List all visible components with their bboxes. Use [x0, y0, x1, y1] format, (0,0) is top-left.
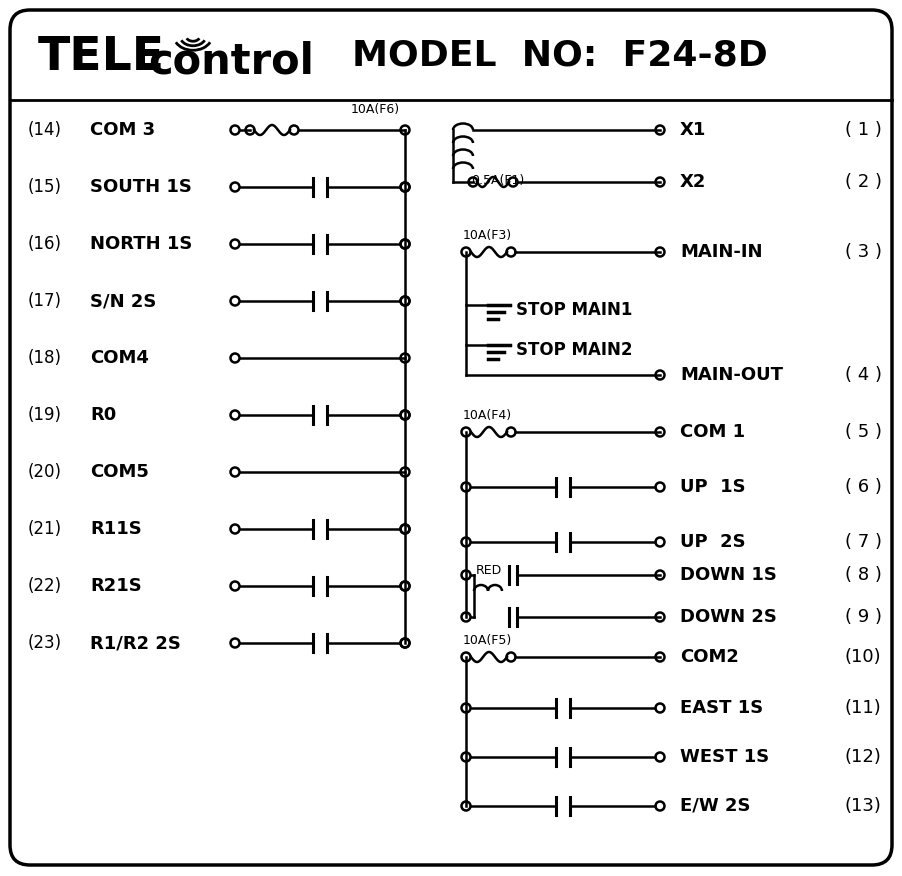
Text: ( 4 ): ( 4 ) [844, 366, 881, 384]
Text: ( 7 ): ( 7 ) [844, 533, 881, 551]
Text: R11S: R11S [90, 520, 142, 538]
Text: (16): (16) [28, 235, 62, 253]
Text: R0: R0 [90, 406, 116, 424]
Text: COM 3: COM 3 [90, 121, 155, 139]
Text: DOWN 2S: DOWN 2S [679, 608, 776, 626]
Text: 10A(F3): 10A(F3) [463, 229, 511, 242]
Text: ( 3 ): ( 3 ) [844, 243, 881, 261]
Text: NORTH 1S: NORTH 1S [90, 235, 192, 253]
Text: (23): (23) [28, 634, 62, 652]
Text: X1: X1 [679, 121, 705, 139]
Text: SOUTH 1S: SOUTH 1S [90, 178, 191, 196]
Text: (18): (18) [28, 349, 62, 367]
Text: (15): (15) [28, 178, 62, 196]
Text: X2: X2 [679, 173, 705, 191]
Text: WEST 1S: WEST 1S [679, 748, 769, 766]
Text: (11): (11) [844, 699, 880, 717]
Text: control: control [148, 41, 314, 83]
Text: ( 9 ): ( 9 ) [844, 608, 881, 626]
Text: EAST 1S: EAST 1S [679, 699, 762, 717]
Text: 10A(F4): 10A(F4) [463, 409, 511, 422]
FancyBboxPatch shape [10, 10, 891, 865]
Text: RED: RED [475, 564, 502, 577]
Text: ( 6 ): ( 6 ) [844, 478, 881, 496]
Text: (13): (13) [844, 797, 881, 815]
Text: COM 1: COM 1 [679, 423, 744, 441]
Text: R1/R2 2S: R1/R2 2S [90, 634, 180, 652]
Text: (12): (12) [844, 748, 881, 766]
Text: MAIN-IN: MAIN-IN [679, 243, 761, 261]
Text: DOWN 1S: DOWN 1S [679, 566, 776, 584]
Text: UP  2S: UP 2S [679, 533, 745, 551]
Text: (10): (10) [844, 648, 880, 666]
Text: 10A(F6): 10A(F6) [351, 103, 400, 116]
Text: ( 8 ): ( 8 ) [844, 566, 881, 584]
Text: UP  1S: UP 1S [679, 478, 745, 496]
Text: 0.5A(F1): 0.5A(F1) [471, 174, 524, 187]
Text: (21): (21) [28, 520, 62, 538]
Text: 10A(F5): 10A(F5) [463, 634, 511, 647]
Text: (17): (17) [28, 292, 62, 310]
Text: COM2: COM2 [679, 648, 738, 666]
Text: (22): (22) [28, 577, 62, 595]
Text: (20): (20) [28, 463, 62, 481]
Text: (14): (14) [28, 121, 62, 139]
Text: TELE: TELE [38, 36, 165, 81]
Text: R21S: R21S [90, 577, 142, 595]
Text: COM4: COM4 [90, 349, 149, 367]
Text: MAIN-OUT: MAIN-OUT [679, 366, 782, 384]
Text: ( 1 ): ( 1 ) [844, 121, 881, 139]
Text: S/N 2S: S/N 2S [90, 292, 156, 310]
Text: MODEL  NO:  F24-8D: MODEL NO: F24-8D [352, 38, 767, 72]
Text: (19): (19) [28, 406, 62, 424]
Text: ( 2 ): ( 2 ) [844, 173, 881, 191]
Text: E/W 2S: E/W 2S [679, 797, 750, 815]
Text: COM5: COM5 [90, 463, 149, 481]
Text: ( 5 ): ( 5 ) [844, 423, 881, 441]
Text: STOP MAIN2: STOP MAIN2 [515, 341, 631, 359]
Text: STOP MAIN1: STOP MAIN1 [515, 301, 631, 319]
